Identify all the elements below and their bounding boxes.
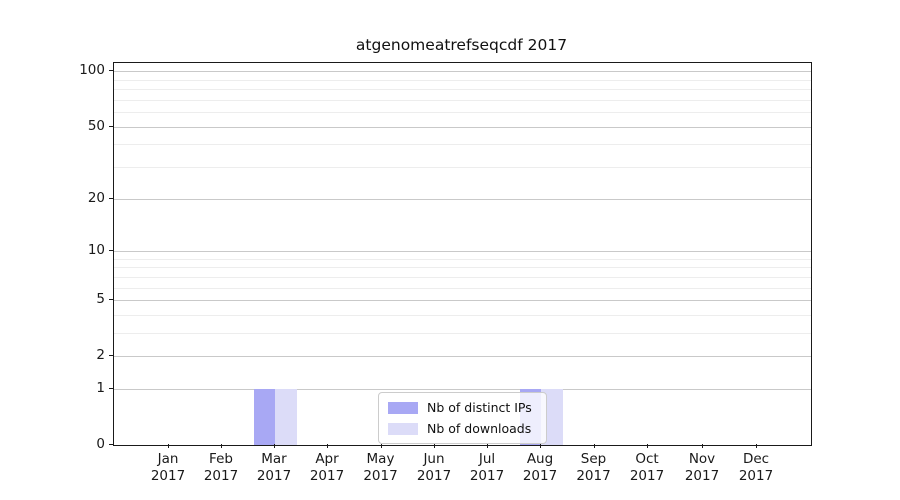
gridline-minor [114, 99, 811, 101]
x-tick-month: Dec [742, 451, 770, 467]
x-tick-mark [540, 444, 541, 448]
x-tick-year: 2017 [684, 468, 720, 484]
x-tick-month: Nov [688, 451, 716, 467]
x-tick-mark [274, 444, 275, 448]
x-tick-mark [221, 444, 222, 448]
x-tick-mark [168, 444, 169, 448]
gridline-major [114, 388, 811, 390]
x-tick-mark [434, 444, 435, 448]
gridline-minor [114, 167, 811, 168]
x-tick-month: Jun [423, 451, 445, 467]
gridline-major [114, 126, 811, 128]
x-tick-year: 2017 [203, 468, 239, 484]
x-tick-label: Feb 2017 [189, 451, 253, 485]
gridline-minor [114, 287, 811, 289]
x-tick-month: Jan [157, 451, 179, 467]
plot-area: Nb of distinct IPs Nb of downloads [113, 62, 812, 446]
legend-swatch-downloads [388, 422, 418, 435]
x-tick-mark [647, 444, 648, 448]
bar-distinct-ips [253, 388, 275, 445]
x-tick-mark [487, 444, 488, 448]
gridline-minor [114, 79, 811, 81]
y-tick-label: 100 [79, 62, 105, 79]
x-tick-label: Apr 2017 [295, 451, 359, 485]
x-tick-month: Apr [315, 451, 339, 467]
y-tick-label: 5 [96, 290, 105, 307]
gridline-major [114, 198, 811, 200]
legend-label-downloads: Nb of downloads [427, 421, 532, 436]
x-tick-month: Feb [209, 451, 233, 467]
y-tick-label: 0 [96, 436, 105, 452]
y-tick-label: 50 [87, 117, 105, 134]
gridline-major [114, 299, 811, 301]
y-tick-label: 1 [96, 379, 105, 396]
chart-title: atgenomeatrefseqcdf 2017 [355, 36, 568, 54]
y-tick-mark [109, 125, 113, 127]
gridline-minor [114, 314, 811, 316]
x-tick-year: 2017 [363, 468, 398, 484]
x-tick-label: Jan 2017 [136, 451, 200, 485]
x-tick-year: 2017 [629, 468, 665, 484]
gridline-minor [114, 276, 811, 278]
gridline-minor [114, 89, 811, 91]
x-tick-mark [327, 444, 328, 448]
x-tick-month: Aug [526, 451, 554, 467]
x-tick-mark [380, 444, 382, 448]
y-tick-mark [109, 355, 113, 357]
gridline-minor [114, 112, 811, 114]
x-tick-month: Sep [580, 451, 607, 467]
gridline-major [114, 71, 811, 73]
y-tick-mark [109, 197, 113, 199]
x-tick-label: May 2017 [349, 451, 413, 485]
gridline-minor [114, 267, 811, 269]
legend: Nb of distinct IPs Nb of downloads [378, 392, 547, 444]
x-tick-label: Dec 2017 [724, 451, 788, 485]
x-tick-month: May [366, 451, 395, 467]
gridline-minor [114, 258, 811, 260]
x-tick-year: 2017 [522, 468, 558, 484]
x-tick-label: Aug 2017 [508, 451, 572, 485]
x-tick-label: Nov 2017 [670, 451, 734, 485]
x-tick-mark [593, 444, 595, 448]
x-tick-year: 2017 [150, 468, 186, 484]
legend-swatch-distinct-ips [388, 401, 418, 414]
x-tick-month: Oct [635, 451, 659, 467]
x-tick-year: 2017 [256, 468, 292, 484]
y-tick-mark [109, 298, 113, 300]
gridline-major [114, 250, 811, 252]
legend-label-distinct-ips: Nb of distinct IPs [427, 400, 532, 415]
x-tick-mark [756, 444, 757, 448]
bar-downloads [275, 388, 297, 445]
y-tick-label: 20 [87, 189, 105, 206]
x-tick-label: Oct 2017 [615, 451, 679, 485]
x-tick-year: 2017 [469, 468, 505, 484]
x-tick-label: Sep 2017 [562, 451, 626, 485]
y-tick-label: 2 [96, 347, 105, 364]
x-tick-year: 2017 [416, 468, 452, 484]
y-tick-label: 10 [87, 241, 105, 258]
x-tick-year: 2017 [738, 468, 774, 484]
x-tick-label: Mar 2017 [242, 451, 306, 485]
y-tick-mark [109, 444, 113, 445]
gridline-minor [114, 144, 811, 146]
x-tick-month: Mar [261, 451, 287, 467]
y-tick-mark [109, 70, 113, 72]
legend-item-distinct-ips: Nb of distinct IPs [388, 400, 537, 415]
x-tick-mark [702, 444, 703, 448]
x-tick-year: 2017 [309, 468, 345, 484]
x-tick-month: Jul [478, 451, 496, 467]
y-tick-mark [109, 249, 113, 251]
gridline-minor [114, 332, 811, 334]
gridline-major [114, 356, 811, 358]
x-tick-year: 2017 [576, 468, 611, 484]
x-tick-label: Jun 2017 [402, 451, 466, 485]
y-tick-mark [109, 387, 113, 389]
x-tick-label: Jul 2017 [455, 451, 519, 485]
legend-item-downloads: Nb of downloads [388, 421, 537, 436]
